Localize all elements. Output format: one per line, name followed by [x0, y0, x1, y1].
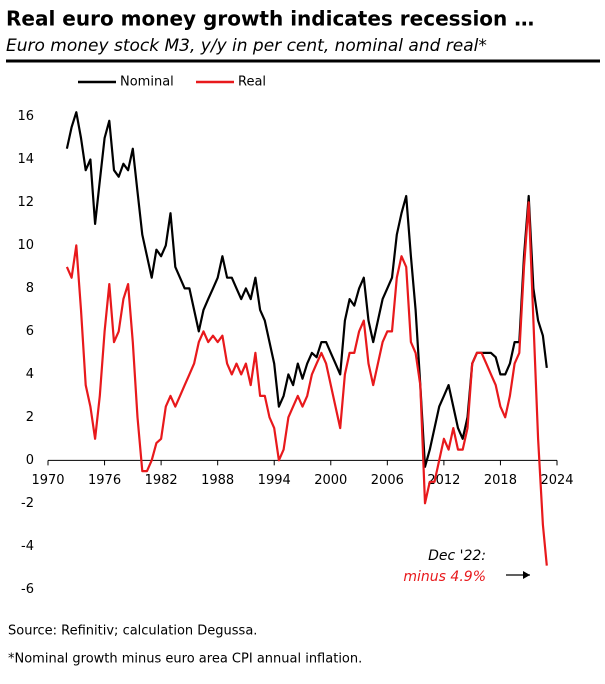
x-tick-label: 1970: [31, 473, 64, 488]
y-tick-label: 0: [26, 453, 34, 468]
x-tick-label: 1988: [201, 473, 234, 488]
y-tick-label: -4: [21, 539, 34, 554]
series-line: [65, 111, 548, 468]
y-tick-label: 4: [26, 367, 34, 382]
annotation-date: Dec '22:: [428, 548, 486, 564]
x-tick-label: 1982: [145, 473, 178, 488]
x-tick-label: 2006: [371, 473, 404, 488]
footnote: *Nominal growth minus euro area CPI annu…: [8, 652, 362, 667]
x-tick-label: 1994: [258, 473, 291, 488]
legend-label: Real: [238, 75, 266, 90]
y-tick-label: 14: [17, 152, 34, 167]
legend-label: Nominal: [120, 75, 174, 90]
y-tick-label: 16: [17, 109, 34, 124]
y-tick-label: 8: [26, 281, 34, 296]
x-tick-label: 2000: [314, 473, 347, 488]
x-tick-label: 1976: [88, 473, 121, 488]
y-tick-label: 10: [17, 238, 34, 253]
annotation-text: minus 4.9%: [403, 569, 486, 585]
source: Source: Refinitiv; calculation Degussa.: [8, 624, 257, 639]
x-tick-label: 2024: [540, 473, 573, 488]
y-tick-label: -2: [21, 496, 34, 511]
series-line: [65, 201, 548, 566]
x-tick-label: 2018: [484, 473, 517, 488]
chart-title: Real euro money growth indicates recessi…: [6, 7, 534, 31]
x-tick-label: 2012: [427, 473, 460, 488]
y-tick-label: 2: [26, 410, 34, 425]
y-tick-label: 12: [17, 195, 34, 210]
y-tick-label: 6: [26, 324, 34, 339]
annotation-arrowhead: [523, 571, 530, 579]
chart-subtitle: Euro money stock M3, y/y in per cent, no…: [6, 36, 487, 56]
y-tick-label: -6: [21, 582, 34, 597]
